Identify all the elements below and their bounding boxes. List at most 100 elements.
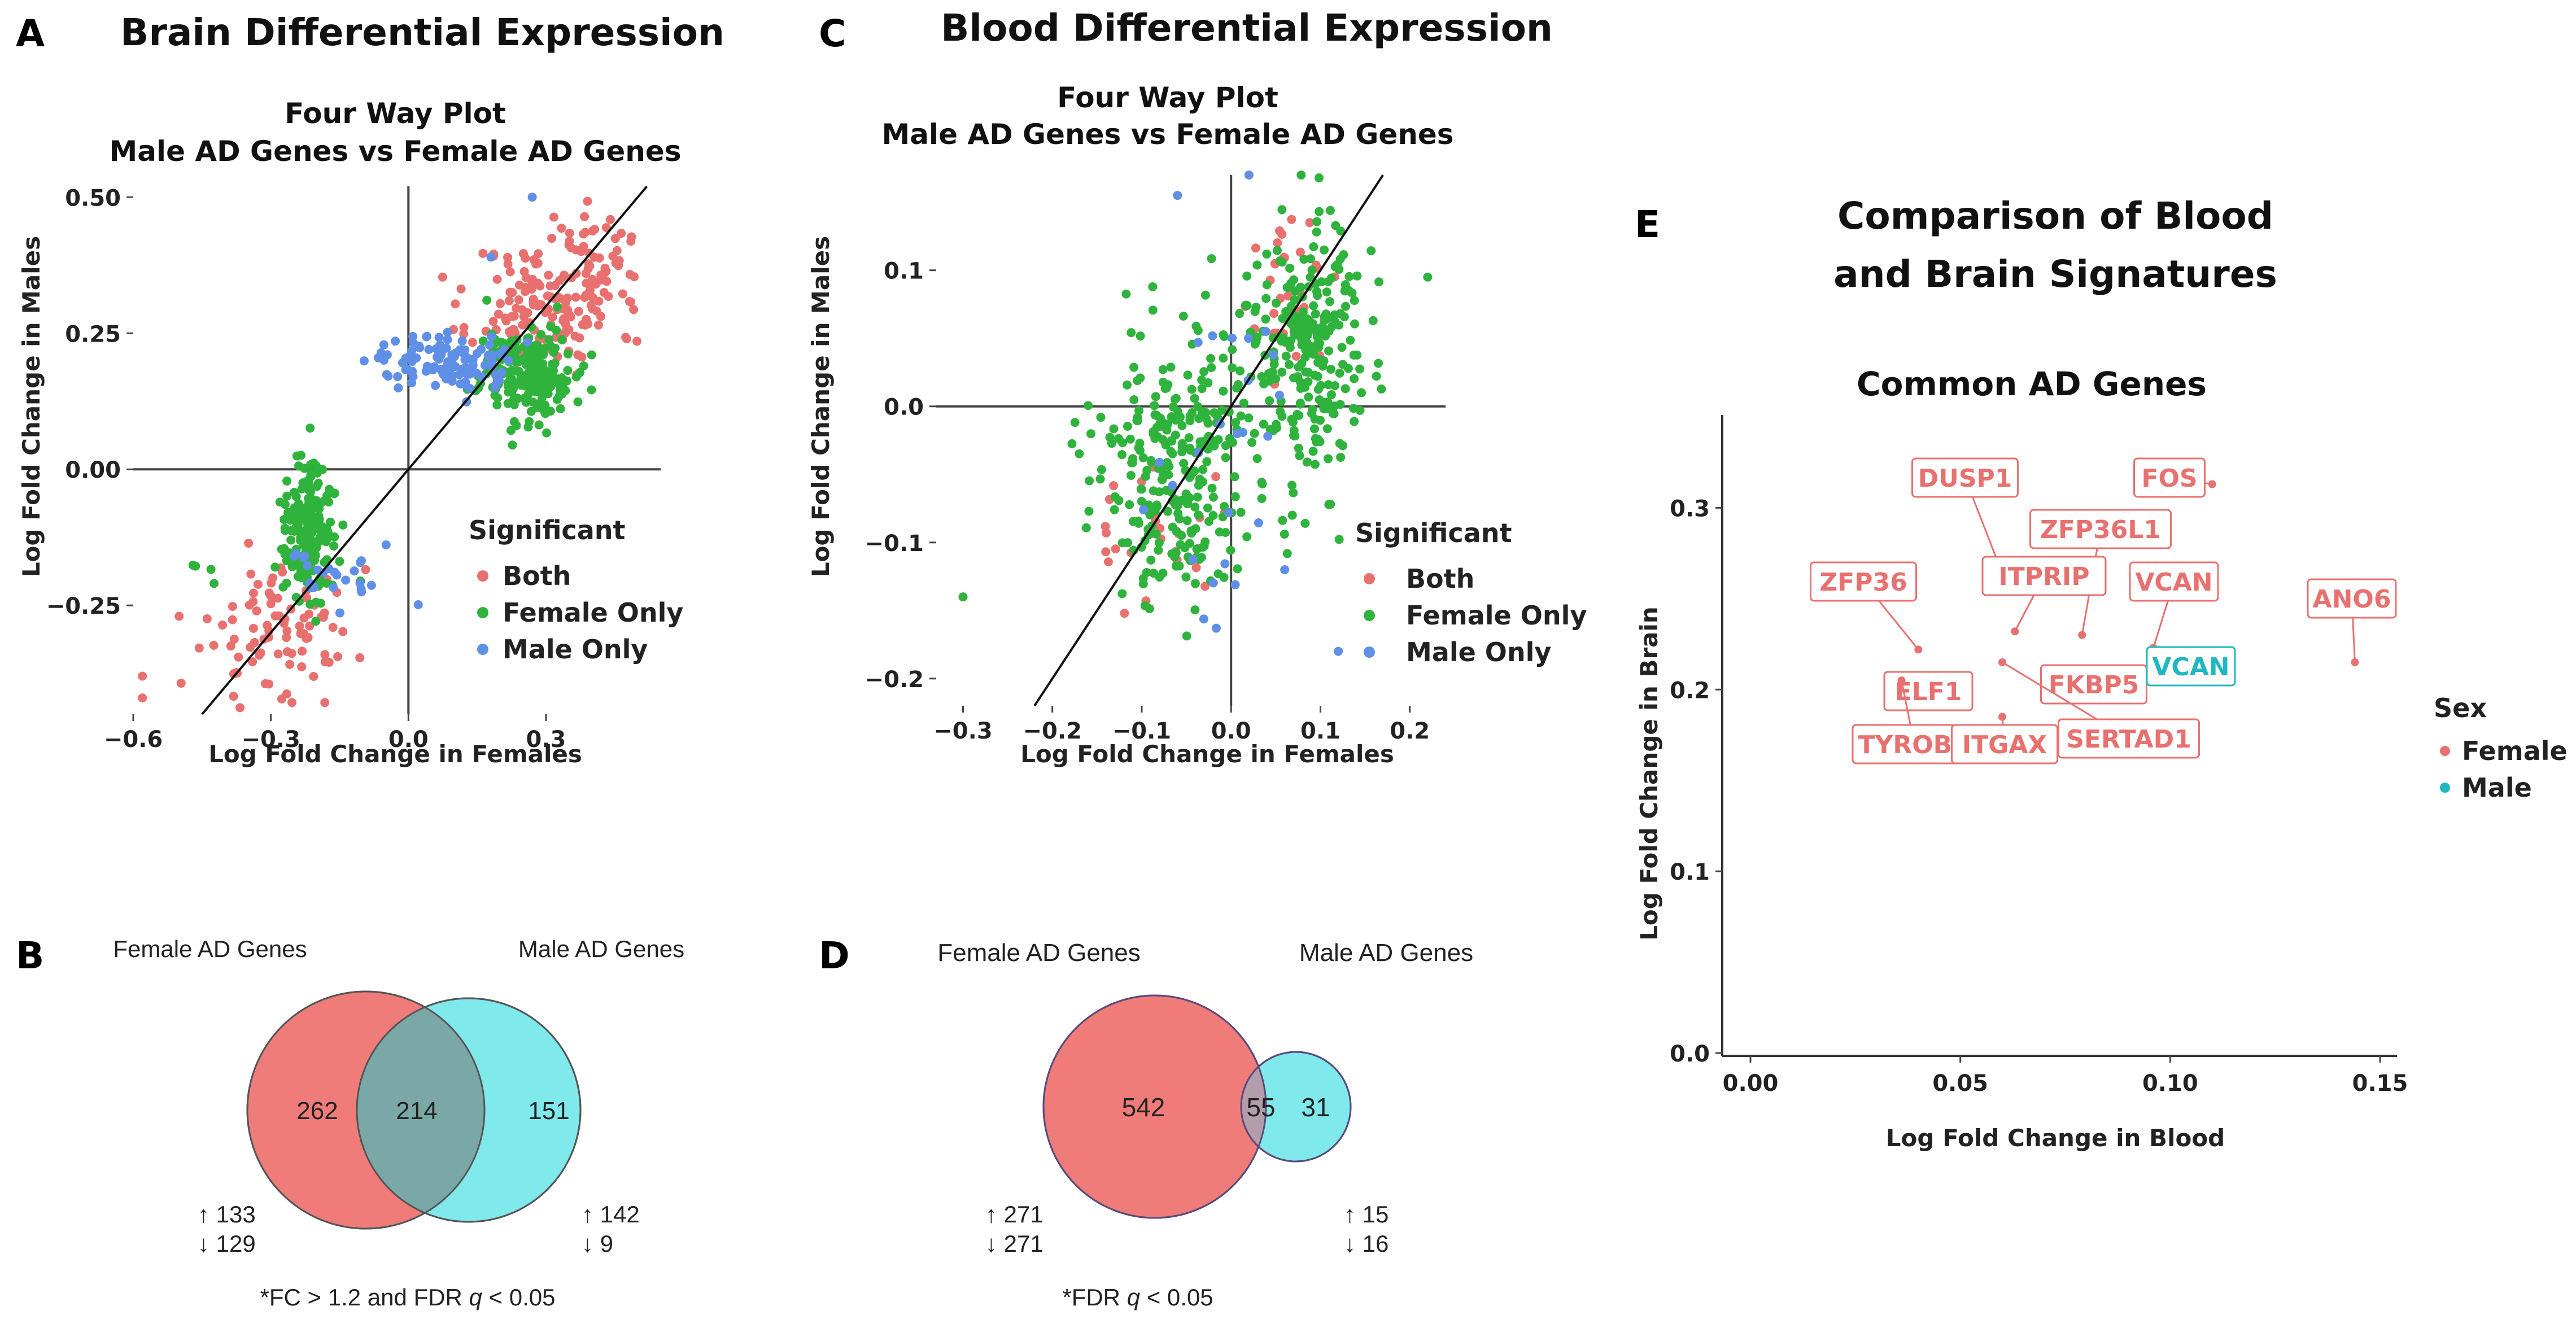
chart-c-point-female-only bbox=[1366, 246, 1376, 256]
gene-label-box-zfp36 bbox=[1810, 561, 1917, 602]
chart-c-point-female-only bbox=[1195, 437, 1205, 447]
chart-a-point-female-only bbox=[282, 491, 292, 501]
legend-label-male: Male bbox=[2462, 772, 2532, 803]
chart-c-point-female-only bbox=[1278, 516, 1287, 525]
panel-letter-c: C bbox=[819, 12, 846, 55]
chart-c-point-female-only bbox=[1289, 488, 1298, 497]
chart-e-xtick-label: 0.05 bbox=[1932, 1071, 1988, 1097]
chart-c-point-female-only bbox=[1265, 396, 1274, 405]
chart-c-point-female-only bbox=[1335, 309, 1345, 318]
chart-c-point-female-only bbox=[1194, 510, 1203, 520]
chart-c-point-female-only bbox=[1355, 364, 1365, 374]
chart-a-point-both bbox=[194, 643, 204, 653]
chart-c-point-female-only bbox=[1182, 631, 1191, 641]
chart-c-point-female-only bbox=[1236, 411, 1246, 421]
chart-a-point-male-only bbox=[313, 565, 322, 575]
venn-b-female-up: ↑ 133 bbox=[198, 1201, 256, 1227]
chart-c-point-female-only bbox=[1070, 418, 1080, 427]
chart-c-point-both bbox=[1120, 609, 1129, 618]
chart-c-point-female-only bbox=[1290, 295, 1299, 304]
chart-a-point-female-only bbox=[587, 385, 596, 395]
chart-a-point-both bbox=[228, 615, 237, 624]
chart-c-point-female-only bbox=[1326, 273, 1336, 283]
chart-a-point-female-only bbox=[535, 377, 545, 387]
chart-a-point-male-only bbox=[407, 378, 416, 387]
chart-a-point-male-only bbox=[359, 356, 369, 366]
chart-a-point-male-only bbox=[413, 600, 423, 610]
chart-c-point-both bbox=[1283, 291, 1293, 300]
chart-a-point-both bbox=[298, 646, 307, 656]
chart-c-point-male-only bbox=[1220, 559, 1230, 569]
chart-a-point-female-only bbox=[512, 421, 521, 430]
chart-c-point-female-only bbox=[1221, 441, 1230, 451]
chart-c-point-female-only bbox=[1287, 510, 1297, 520]
chart-c-point-female-only bbox=[1149, 569, 1159, 578]
chart-c-point-female-only bbox=[1151, 392, 1160, 401]
chart-c-point-female-only bbox=[1312, 328, 1322, 338]
chart-c-point-female-only bbox=[1197, 553, 1206, 562]
legend-swatch-male-only bbox=[1364, 646, 1375, 658]
chart-a-point-both bbox=[622, 334, 631, 343]
legend-label-female: Female bbox=[2462, 736, 2568, 766]
chart-a-point-female-only bbox=[282, 579, 291, 588]
chart-c-point-male-only bbox=[1199, 614, 1208, 624]
chart-a-point-female-only bbox=[321, 535, 331, 545]
chart-a-point-female-only bbox=[296, 451, 306, 460]
chart-c-point-female-only bbox=[1323, 397, 1333, 407]
chart-c-point-female-only bbox=[1303, 330, 1313, 340]
venn-d-footnote-q: q bbox=[1127, 1284, 1141, 1310]
gene-label-box-ano6 bbox=[2307, 578, 2397, 619]
panel-c: C Blood Differential Expression Four Way… bbox=[807, 6, 1587, 768]
chart-a-point-both bbox=[544, 270, 553, 280]
panel-d: D Female AD Genes Male AD Genes 542 55 3… bbox=[819, 934, 1473, 1310]
chart-c-point-female-only bbox=[1338, 441, 1348, 451]
chart-c-point-female-only bbox=[1309, 424, 1319, 434]
panel-letter-b: B bbox=[16, 934, 44, 977]
chart-a-point-female-only bbox=[319, 523, 329, 533]
chart-c-point-female-only bbox=[1289, 327, 1299, 337]
chart-a-point-male-only bbox=[424, 344, 434, 354]
chart-a-point-both bbox=[632, 337, 642, 346]
chart-c-xtick-label: 0.2 bbox=[1390, 718, 1430, 744]
chart-a-point-both bbox=[608, 251, 618, 261]
chart-c-point-male-only bbox=[1228, 333, 1237, 343]
chart-c-point-female-only bbox=[1219, 330, 1228, 340]
gene-label-itprip: ITPRIP bbox=[1998, 562, 2089, 591]
gene-point-tyrobp bbox=[1897, 676, 1906, 685]
chart-c-point-female-only bbox=[1109, 424, 1119, 434]
chart-c-point-female-only bbox=[1290, 286, 1300, 296]
chart-a-point-female-only bbox=[295, 596, 304, 606]
chart-a-point-female-only bbox=[587, 350, 596, 360]
chart-a-point-both bbox=[529, 294, 538, 304]
chart-c-point-female-only bbox=[1309, 370, 1319, 380]
chart-c-point-female-only bbox=[1154, 545, 1163, 555]
chart-a-point-male-only bbox=[504, 356, 514, 365]
chart-a-point-both bbox=[273, 593, 282, 603]
chart-a-point-male-only bbox=[300, 551, 309, 561]
chart-a-point-female-only bbox=[525, 351, 534, 360]
chart-c-point-female-only bbox=[1154, 538, 1164, 548]
chart-c-point-female-only bbox=[1177, 421, 1187, 430]
chart-a-point-female-only bbox=[299, 464, 309, 473]
chart-a-xtick-label: −0.3 bbox=[241, 727, 300, 753]
gene-label-box-fkbp5 bbox=[2040, 664, 2147, 705]
chart-a-point-female-only bbox=[304, 477, 313, 487]
chart-a-point-both bbox=[209, 640, 219, 650]
chart-c-point-female-only bbox=[1127, 328, 1136, 338]
chart-a-point-both bbox=[297, 662, 307, 671]
chart-a-xtick-label: 0.3 bbox=[526, 727, 566, 753]
chart-a-point-both bbox=[235, 703, 245, 713]
chart-a-point-both bbox=[246, 643, 255, 652]
chart-c-point-both bbox=[1111, 544, 1120, 554]
chart-c-point-female-only bbox=[1133, 376, 1142, 386]
chart-a-point-both bbox=[355, 653, 365, 662]
legend-label-both: Both bbox=[1406, 563, 1474, 594]
chart-c-point-both bbox=[1269, 309, 1278, 318]
chart-c-point-female-only bbox=[1287, 480, 1297, 490]
chart-a-point-both bbox=[248, 597, 258, 606]
panel-a: A Brain Differential Expression Four Way… bbox=[16, 11, 724, 768]
chart-c-point-female-only bbox=[1148, 282, 1158, 291]
chart-a-point-male-only bbox=[436, 350, 446, 360]
chart-c-point-female-only bbox=[1319, 404, 1329, 413]
